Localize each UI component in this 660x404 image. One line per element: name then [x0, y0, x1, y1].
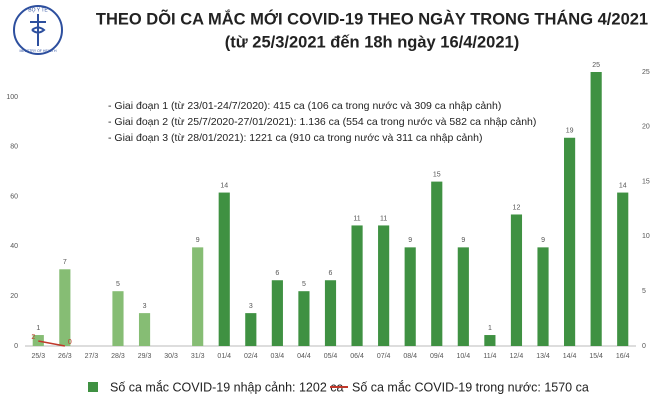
x-tick-label: 09/4: [430, 353, 444, 360]
chart-title: THEO DÕI CA MẮC MỚI COVID-19 THEO NGÀY T…: [96, 8, 648, 28]
data-label: 1: [488, 325, 492, 332]
y-tick-label: 0: [14, 343, 18, 350]
x-tick-label: 30/3: [164, 353, 178, 360]
data-label: 9: [461, 237, 465, 244]
y-tick-label: 40: [10, 243, 18, 250]
bar: [298, 291, 310, 346]
x-tick-label: 08/4: [403, 353, 417, 360]
bar: [590, 72, 602, 346]
bar: [59, 269, 71, 346]
bar: [537, 247, 549, 346]
bar: [138, 313, 151, 346]
y-tick-label: 80: [10, 144, 18, 151]
logo-text: BỘ Y TẾ: [28, 6, 48, 13]
x-tick-label: 29/3: [138, 353, 152, 360]
bar: [324, 280, 337, 346]
x-tick-label: 04/4: [297, 353, 311, 360]
x-tick-label: 26/3: [58, 353, 72, 360]
annotation: - Giai đoạn 2 (từ 25/7/2020-27/01/2021):…: [108, 116, 536, 128]
data-label: 5: [116, 281, 120, 288]
data-label: 2: [31, 334, 35, 341]
data-label: 1: [36, 325, 40, 332]
legend-label: Số ca mắc COVID-19 nhập cảnh: 1202 ca: [110, 379, 344, 394]
bar: [617, 192, 629, 346]
y2-tick-label: 0: [642, 343, 646, 350]
data-label: 15: [433, 171, 441, 178]
legend-label: Số ca mắc COVID-19 trong nước: 1570 ca: [352, 379, 589, 394]
annotation: - Giai đoạn 3 (từ 28/01/2021): 1221 ca (…: [108, 132, 482, 144]
x-tick-label: 01/4: [217, 353, 231, 360]
data-label: 7: [63, 259, 67, 266]
data-label: 6: [275, 270, 279, 277]
x-tick-label: 25/3: [31, 353, 45, 360]
data-label: 5: [302, 281, 306, 288]
data-label: 9: [541, 237, 545, 244]
y2-tick-label: 10: [642, 233, 650, 240]
x-tick-label: 10/4: [457, 353, 471, 360]
data-label: 9: [196, 237, 200, 244]
annotation: - Giai đoạn 1 (từ 23/01-24/7/2020): 415 …: [108, 100, 501, 112]
data-label: 11: [353, 215, 360, 222]
y2-tick-label: 25: [642, 69, 650, 76]
bar: [431, 181, 443, 346]
bar: [484, 335, 496, 346]
bar: [245, 313, 257, 346]
y-tick-label: 100: [6, 94, 18, 101]
data-label: 3: [143, 303, 147, 310]
x-tick-label: 14/4: [563, 353, 577, 360]
y-tick-label: 60: [10, 193, 18, 200]
bar: [112, 291, 124, 346]
x-tick-label: 27/3: [85, 353, 99, 360]
data-label: 14: [220, 182, 228, 189]
data-label: 19: [566, 128, 574, 135]
bar: [510, 214, 523, 346]
data-label: 9: [408, 237, 412, 244]
chart-subtitle: (từ 25/3/2021 đến 18h ngày 16/4/2021): [225, 33, 519, 51]
x-tick-label: 31/3: [191, 353, 205, 360]
bar: [351, 225, 363, 346]
logo: BỘ Y TẾ MINISTRY OF HEALTH: [13, 5, 63, 55]
x-tick-label: 28/3: [111, 353, 125, 360]
legend-swatch: [88, 382, 98, 392]
bar: [192, 247, 204, 346]
data-label: 14: [619, 182, 627, 189]
x-tick-label: 06/4: [350, 353, 364, 360]
x-tick-label: 03/4: [271, 353, 285, 360]
bar: [457, 247, 469, 346]
y-tick-label: 20: [10, 293, 18, 300]
logo-text: MINISTRY OF HEALTH: [20, 49, 57, 53]
bar: [404, 247, 416, 346]
x-tick-label: 11/4: [483, 353, 496, 360]
bar: [271, 280, 283, 346]
bar: [32, 335, 44, 346]
data-label: 3: [249, 303, 253, 310]
x-tick-label: 12/4: [510, 353, 524, 360]
x-tick-label: 02/4: [244, 353, 258, 360]
x-tick-label: 15/4: [589, 353, 603, 360]
data-label: 0: [68, 339, 72, 346]
x-tick-label: 13/4: [536, 353, 550, 360]
data-label: 12: [513, 204, 521, 211]
line: [38, 340, 65, 347]
data-label: 6: [329, 270, 333, 277]
data-label: 11: [380, 215, 387, 222]
logo-emblem: [30, 14, 46, 46]
y2-tick-label: 5: [642, 288, 646, 295]
y2-tick-label: 15: [642, 178, 650, 185]
x-tick-label: 16/4: [616, 353, 630, 360]
bar: [378, 225, 390, 346]
y2-tick-label: 20: [642, 124, 650, 131]
data-label: 25: [592, 62, 600, 69]
bar: [564, 137, 576, 346]
x-tick-label: 07/4: [377, 353, 391, 360]
bar: [218, 192, 230, 346]
x-tick-label: 05/4: [324, 353, 338, 360]
